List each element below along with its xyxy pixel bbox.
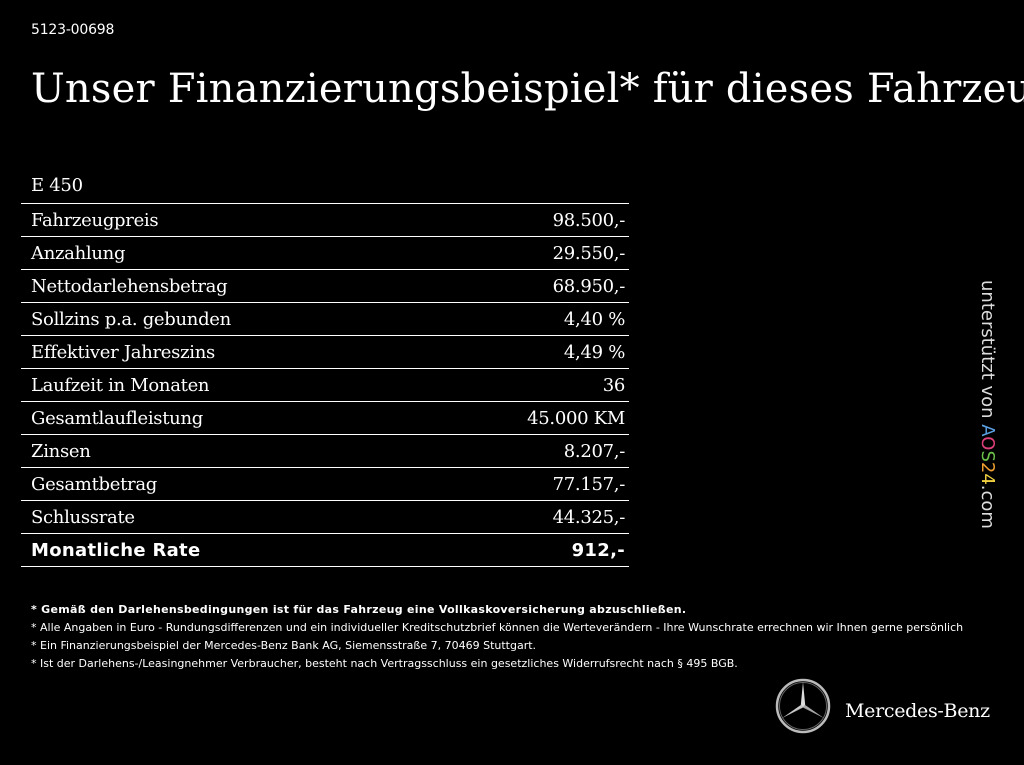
brand-letter: S <box>977 450 998 462</box>
footnotes: * Gemäß den Darlehensbedingungen ist für… <box>31 601 963 673</box>
row-label: Sollzins p.a. gebunden <box>31 308 231 330</box>
footnote: * Ist der Darlehens-/Leasingnehmer Verbr… <box>31 657 738 670</box>
brand-letter: A <box>977 424 998 437</box>
row-label: Fahrzeugpreis <box>31 209 159 231</box>
row-value: 4,49 % <box>563 341 625 363</box>
monthly-rate-row: Monatliche Rate 912,- <box>21 534 629 567</box>
footnote: * Alle Angaben in Euro - Rundungsdiffere… <box>31 621 964 634</box>
page-title: Unser Finanzierungsbeispiel* für dieses … <box>31 66 1024 112</box>
row-value: 45.000 KM <box>527 407 625 429</box>
table-row: Sollzins p.a. gebunden 4,40 % <box>21 303 629 336</box>
aos24-credit: unterstützt von AOS24.com <box>975 280 999 529</box>
row-value: 44.325,- <box>552 506 626 528</box>
row-label: Laufzeit in Monaten <box>31 374 210 396</box>
model-name: E 450 <box>31 175 83 196</box>
row-label: Zinsen <box>31 440 91 462</box>
credit-suffix: .com <box>977 484 998 529</box>
row-value: 8.207,- <box>563 440 626 462</box>
row-label: Effektiver Jahreszins <box>31 341 215 363</box>
table-row: Nettodarlehensbetrag 68.950,- <box>21 270 629 303</box>
footnote: * Gemäß den Darlehensbedingungen ist für… <box>31 603 687 616</box>
table-row: Effektiver Jahreszins 4,49 % <box>21 336 629 369</box>
row-label: Gesamtbetrag <box>31 473 157 495</box>
table-row: Laufzeit in Monaten 36 <box>21 369 629 402</box>
row-label: Schlussrate <box>31 506 135 528</box>
table-row: Fahrzeugpreis 98.500,- <box>21 204 629 237</box>
brand-name: Mercedes-Benz <box>845 700 990 722</box>
table-row: Gesamtlaufleistung 45.000 KM <box>21 402 629 435</box>
row-label: Anzahlung <box>31 242 126 264</box>
total-value: 912,- <box>571 539 625 561</box>
row-label: Gesamtlaufleistung <box>31 407 203 429</box>
brand-letter: 2 <box>977 461 998 474</box>
mercedes-star-icon <box>775 678 831 734</box>
reference-number: 5123-00698 <box>31 22 115 38</box>
row-value: 29.550,- <box>552 242 626 264</box>
row-value: 98.500,- <box>552 209 626 231</box>
row-value: 77.157,- <box>552 473 626 495</box>
financing-table: Fahrzeugpreis 98.500,- Anzahlung 29.550,… <box>21 203 629 567</box>
brand-letter: O <box>977 436 998 451</box>
table-row: Zinsen 8.207,- <box>21 435 629 468</box>
footnote: * Ein Finanzierungsbeispiel der Mercedes… <box>31 639 537 652</box>
table-row: Schlussrate 44.325,- <box>21 501 629 534</box>
table-row: Gesamtbetrag 77.157,- <box>21 468 629 501</box>
credit-prefix: unterstützt von <box>977 280 998 425</box>
brand-letter: 4 <box>977 473 998 485</box>
table-row: Anzahlung 29.550,- <box>21 237 629 270</box>
aos24-sidebar: unterstützt von AOS24.com <box>975 280 999 560</box>
row-value: 36 <box>602 374 626 396</box>
row-value: 68.950,- <box>552 275 626 297</box>
row-label: Nettodarlehensbetrag <box>31 275 228 297</box>
row-value: 4,40 % <box>563 308 625 330</box>
total-label: Monatliche Rate <box>31 539 201 561</box>
